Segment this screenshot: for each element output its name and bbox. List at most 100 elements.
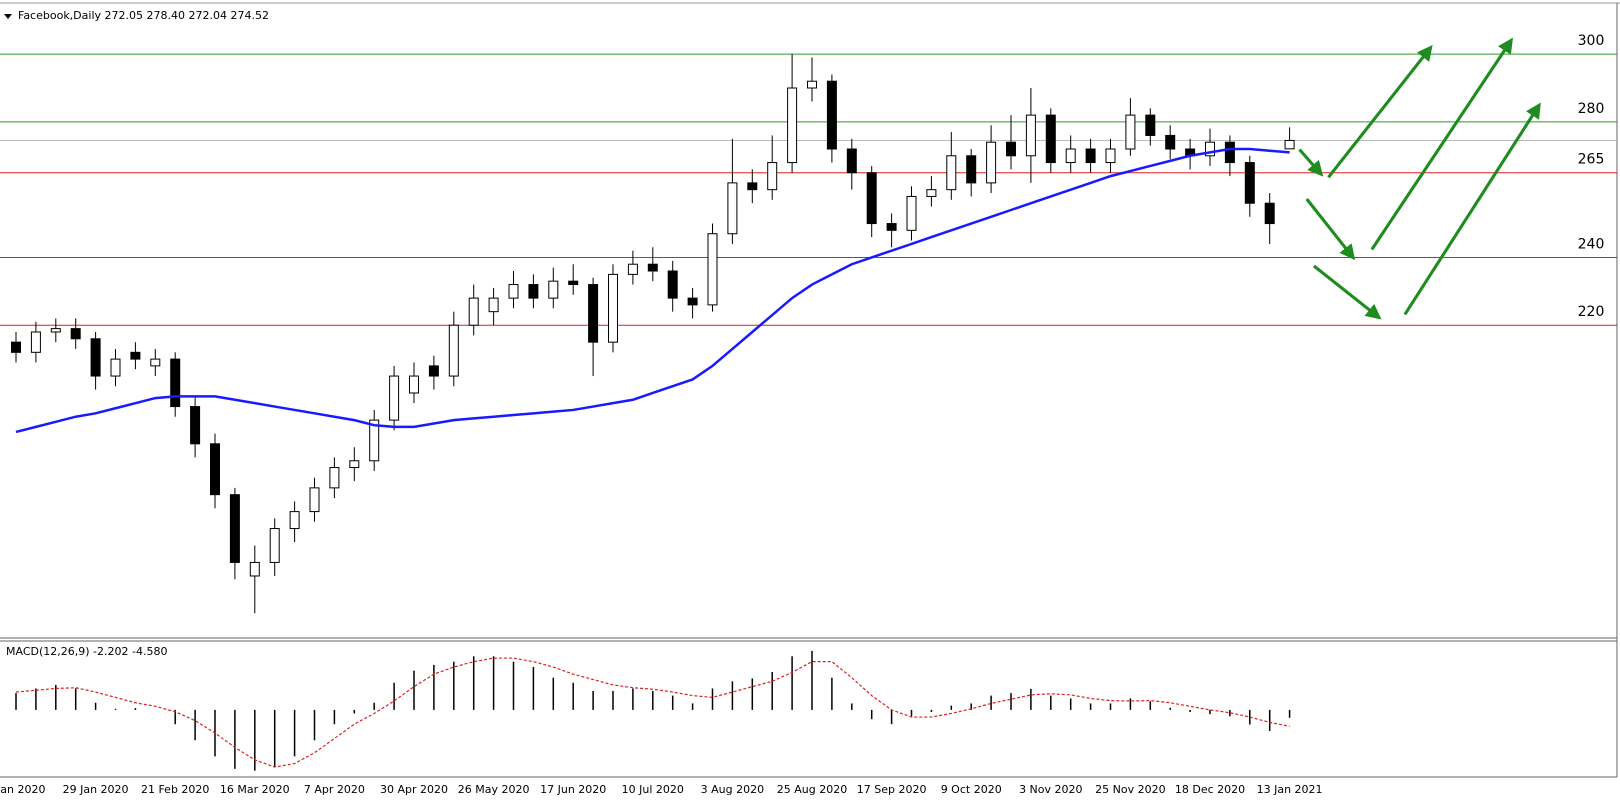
candle-body [30, 331, 41, 353]
candle-body [110, 358, 121, 377]
macd-signal [15, 657, 1290, 768]
x-tick-label: 9 Oct 2020 [941, 783, 1002, 796]
macd-label: MACD(12,26,9) -2.202 -4.580 [6, 645, 167, 658]
x-tick-label: 26 May 2020 [458, 783, 530, 796]
candle-body [926, 189, 937, 197]
x-tick-label: 7 Apr 2020 [304, 783, 365, 796]
candle-body [1244, 162, 1255, 204]
candle-body [468, 297, 479, 326]
candle-body [150, 358, 161, 367]
candle-body [608, 273, 618, 343]
candle-body [1025, 114, 1036, 157]
candle-body [1224, 141, 1235, 164]
candle-body [946, 155, 957, 191]
candle-body [1165, 134, 1176, 150]
candle-body [1085, 148, 1096, 164]
candle-body [1065, 148, 1076, 164]
candle-body [807, 80, 817, 89]
candle-body [70, 328, 81, 340]
candle-body [866, 172, 877, 225]
candle-body [1145, 114, 1156, 136]
candle-body [1105, 148, 1116, 164]
candle-body [1264, 202, 1275, 225]
x-tick-label: 25 Nov 2020 [1095, 783, 1165, 796]
candle-body [1045, 114, 1056, 164]
arrow [1403, 102, 1541, 316]
candle-body [170, 358, 181, 408]
menu-triangle[interactable] [4, 14, 12, 19]
candle-body [747, 182, 758, 191]
candle-body [1006, 141, 1016, 157]
moving-average [15, 147, 1290, 434]
candle-body [130, 351, 141, 360]
level-label: 300 [1578, 33, 1605, 49]
x-tick-label: 16 Mar 2020 [220, 783, 290, 796]
x-tick-label: 17 Jun 2020 [540, 783, 606, 796]
x-tick-label: 17 Sep 2020 [857, 783, 927, 796]
candle-body [329, 467, 340, 489]
candle-body [190, 406, 201, 445]
candle-body [508, 284, 519, 299]
x-tick-label: 6 Jan 2020 [0, 783, 45, 796]
candle-body [687, 297, 698, 306]
x-tick-label: 13 Jan 2021 [1257, 783, 1323, 796]
candle-body [667, 270, 678, 299]
candle-body [727, 182, 738, 235]
candle-body [528, 284, 539, 299]
candle-body [50, 328, 61, 333]
chart-title: Facebook,Daily 272.05 278.40 272.04 274.… [18, 9, 269, 22]
candle-body [289, 511, 300, 530]
candle-body [1205, 141, 1215, 157]
candle-body [588, 284, 599, 343]
candle-body [448, 324, 459, 377]
level-label: 265 [1578, 152, 1605, 168]
x-tick-label: 3 Aug 2020 [701, 783, 764, 796]
candle-body [488, 297, 499, 313]
arrow [1298, 148, 1324, 177]
candle-body [389, 375, 400, 421]
candle-body [1125, 114, 1136, 150]
candle-body [1284, 139, 1295, 150]
candle-body [767, 162, 778, 191]
x-tick-label: 21 Feb 2020 [141, 783, 209, 796]
candle-body [886, 223, 897, 231]
level-label: 240 [1578, 236, 1605, 252]
candle-body [627, 263, 638, 275]
arrow [1305, 198, 1356, 261]
arrow [1313, 264, 1382, 320]
candle-body [309, 487, 320, 513]
candle-body [986, 141, 997, 184]
x-tick-label: 10 Jul 2020 [622, 783, 684, 796]
candle-body [90, 338, 101, 377]
candle-body [349, 460, 360, 469]
candle-body [369, 419, 380, 462]
candle-body [269, 528, 280, 563]
x-tick-label: 29 Jan 2020 [63, 783, 129, 796]
candle-body [11, 341, 21, 353]
candle-body [707, 233, 718, 306]
level-label: 220 [1578, 304, 1605, 320]
candle-body [906, 195, 917, 231]
candle-body [428, 365, 439, 377]
arrow [1370, 37, 1513, 251]
candle-body [647, 263, 658, 272]
candle-body [568, 280, 579, 286]
x-tick-label: 30 Apr 2020 [380, 783, 448, 796]
forecast-arrows [1298, 37, 1541, 320]
candle-body [787, 87, 798, 164]
candle-body [249, 561, 260, 577]
x-tick-label: 3 Nov 2020 [1019, 783, 1082, 796]
candle-body [210, 443, 220, 496]
candle-body [846, 148, 857, 174]
candle-body [409, 375, 419, 394]
candle-body [229, 494, 240, 563]
candle-body [826, 80, 837, 150]
candle-body [548, 280, 559, 299]
x-tick-label: 25 Aug 2020 [777, 783, 847, 796]
arrow [1327, 44, 1433, 179]
candle-body [966, 155, 977, 184]
x-tick-label: 18 Dec 2020 [1175, 783, 1245, 796]
level-label: 280 [1578, 101, 1605, 117]
